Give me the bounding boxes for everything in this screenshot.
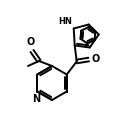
- Text: N: N: [32, 93, 40, 103]
- Text: HN: HN: [58, 17, 72, 27]
- Text: O: O: [27, 37, 35, 47]
- Text: O: O: [92, 53, 100, 63]
